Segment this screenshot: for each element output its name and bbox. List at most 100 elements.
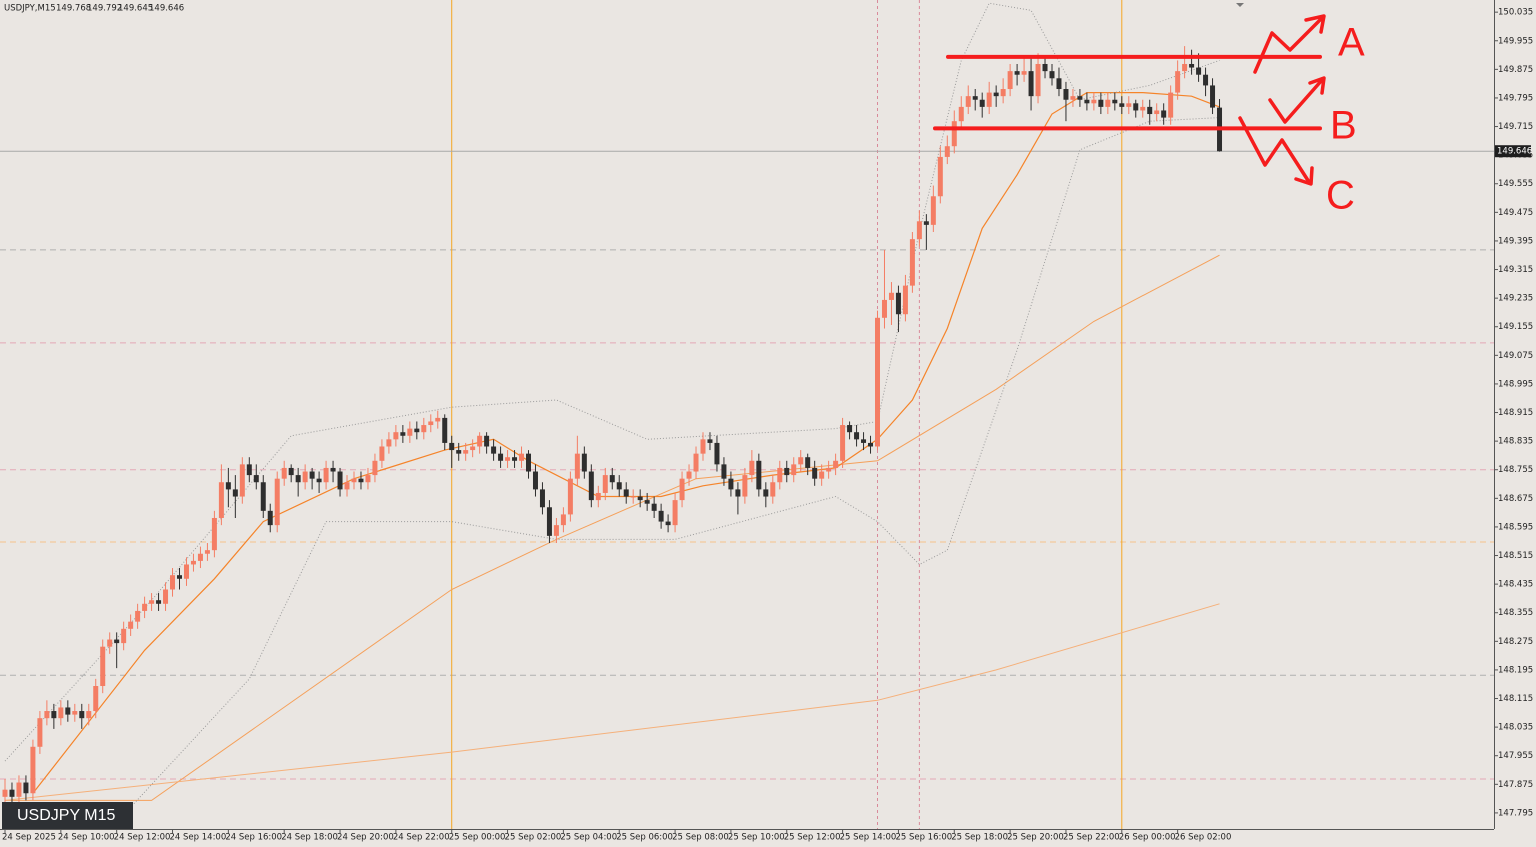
candle-body bbox=[1021, 71, 1027, 75]
candle-body bbox=[260, 482, 266, 511]
candle-body bbox=[379, 446, 385, 461]
candle-body bbox=[100, 646, 106, 687]
arrow-a bbox=[1253, 14, 1326, 74]
candle-body bbox=[1098, 99, 1104, 107]
candle-body bbox=[868, 442, 874, 447]
x-tick-label: 25 Sep 10:00 bbox=[728, 833, 785, 843]
candle-body bbox=[421, 425, 427, 433]
candle-body bbox=[1091, 99, 1097, 104]
candle-body bbox=[665, 521, 671, 526]
y-tick-label: 149.155 bbox=[1498, 322, 1533, 332]
candle-body bbox=[812, 467, 818, 479]
candle-body bbox=[505, 457, 511, 461]
candle-body bbox=[847, 425, 853, 433]
candle-body bbox=[498, 453, 504, 461]
candle-body bbox=[1147, 106, 1153, 115]
candle-body bbox=[553, 525, 559, 536]
y-tick-label: 147.955 bbox=[1498, 751, 1533, 761]
candle-body bbox=[526, 453, 531, 472]
candle-body bbox=[86, 711, 92, 719]
candle-body bbox=[721, 464, 727, 479]
candle-body bbox=[2, 789, 8, 797]
candle-body bbox=[337, 471, 343, 490]
candle-body bbox=[756, 460, 762, 490]
ohlc-high: 149.792 bbox=[87, 4, 122, 14]
candle-body bbox=[1028, 71, 1034, 97]
candle-body bbox=[895, 292, 901, 315]
x-tick-label: 25 Sep 18:00 bbox=[951, 833, 1008, 843]
candle-body bbox=[833, 460, 839, 468]
candle-body bbox=[44, 711, 50, 719]
x-tick-label: 25 Sep 02:00 bbox=[505, 833, 562, 843]
candle-body bbox=[1042, 63, 1048, 72]
candle-body bbox=[1049, 71, 1055, 79]
candle-body bbox=[1140, 106, 1146, 111]
candle-body bbox=[1007, 71, 1013, 90]
x-tick-label: 24 Sep 12:00 bbox=[114, 833, 171, 843]
y-tick-label: 148.915 bbox=[1498, 408, 1533, 418]
candle-body bbox=[351, 478, 357, 483]
candle-body bbox=[1112, 99, 1118, 104]
x-tick-label: 25 Sep 22:00 bbox=[1063, 833, 1120, 843]
candle-body bbox=[121, 628, 127, 644]
candle-body bbox=[930, 196, 936, 225]
candle-body bbox=[491, 446, 497, 454]
candle-body bbox=[784, 467, 790, 476]
y-tick-label: 148.515 bbox=[1498, 551, 1533, 561]
candle-body bbox=[512, 457, 518, 461]
x-tick-label: 24 Sep 20:00 bbox=[337, 833, 394, 843]
candle-body bbox=[225, 482, 231, 490]
candle-body bbox=[1196, 67, 1202, 75]
candle-body bbox=[1000, 89, 1006, 97]
x-tick-label: 25 Sep 16:00 bbox=[895, 833, 952, 843]
candle-body bbox=[1077, 96, 1083, 100]
y-tick-label: 148.755 bbox=[1498, 465, 1533, 475]
candle-body bbox=[142, 603, 148, 611]
candle-body bbox=[923, 221, 929, 225]
candle-body bbox=[1210, 85, 1216, 108]
candle-body bbox=[9, 789, 15, 797]
candle-body bbox=[805, 457, 811, 468]
candle-body bbox=[288, 467, 294, 476]
y-tick-label: 148.355 bbox=[1498, 608, 1533, 618]
candle-body bbox=[170, 575, 176, 590]
indicator-line bbox=[5, 254, 1220, 801]
candle-body bbox=[623, 489, 629, 497]
arrow-b bbox=[1268, 76, 1326, 124]
candle-body bbox=[595, 492, 601, 501]
candle-body bbox=[309, 471, 315, 479]
x-tick-label: 24 Sep 10:00 bbox=[58, 833, 115, 843]
candle-body bbox=[1105, 99, 1111, 107]
x-tick-label: 26 Sep 02:00 bbox=[1175, 833, 1232, 843]
indicator-line bbox=[4, 603, 1220, 801]
candle-body bbox=[972, 96, 978, 100]
candle-body bbox=[881, 299, 887, 318]
candle-body bbox=[658, 510, 664, 522]
candle-body bbox=[861, 439, 867, 443]
candle-body bbox=[1035, 63, 1041, 97]
candle-body bbox=[888, 292, 894, 300]
candle-body bbox=[770, 482, 776, 497]
candle-body bbox=[456, 450, 462, 454]
candle-body bbox=[951, 121, 957, 147]
candle-body bbox=[532, 471, 538, 490]
candle-body bbox=[93, 686, 99, 712]
candle-body bbox=[791, 464, 797, 476]
y-tick-label: 147.875 bbox=[1498, 780, 1533, 790]
candle-body bbox=[16, 782, 22, 797]
candle-body bbox=[393, 432, 399, 440]
y-tick-label: 149.715 bbox=[1498, 122, 1533, 132]
candle-body bbox=[1119, 103, 1125, 107]
shift-marker bbox=[1236, 3, 1244, 7]
candle-body bbox=[742, 475, 748, 497]
x-tick-label: 25 Sep 14:00 bbox=[840, 833, 897, 843]
candle-body bbox=[944, 146, 950, 157]
badge-text: USDJPY M15 bbox=[17, 807, 116, 824]
candle-body bbox=[735, 489, 741, 497]
price-box bbox=[1495, 145, 1531, 158]
y-tick-label: 148.035 bbox=[1498, 723, 1533, 733]
candle-body bbox=[714, 442, 720, 465]
y-tick-label: 148.195 bbox=[1498, 665, 1533, 675]
x-tick-label: 25 Sep 20:00 bbox=[1007, 833, 1064, 843]
candle-body bbox=[1063, 89, 1069, 100]
